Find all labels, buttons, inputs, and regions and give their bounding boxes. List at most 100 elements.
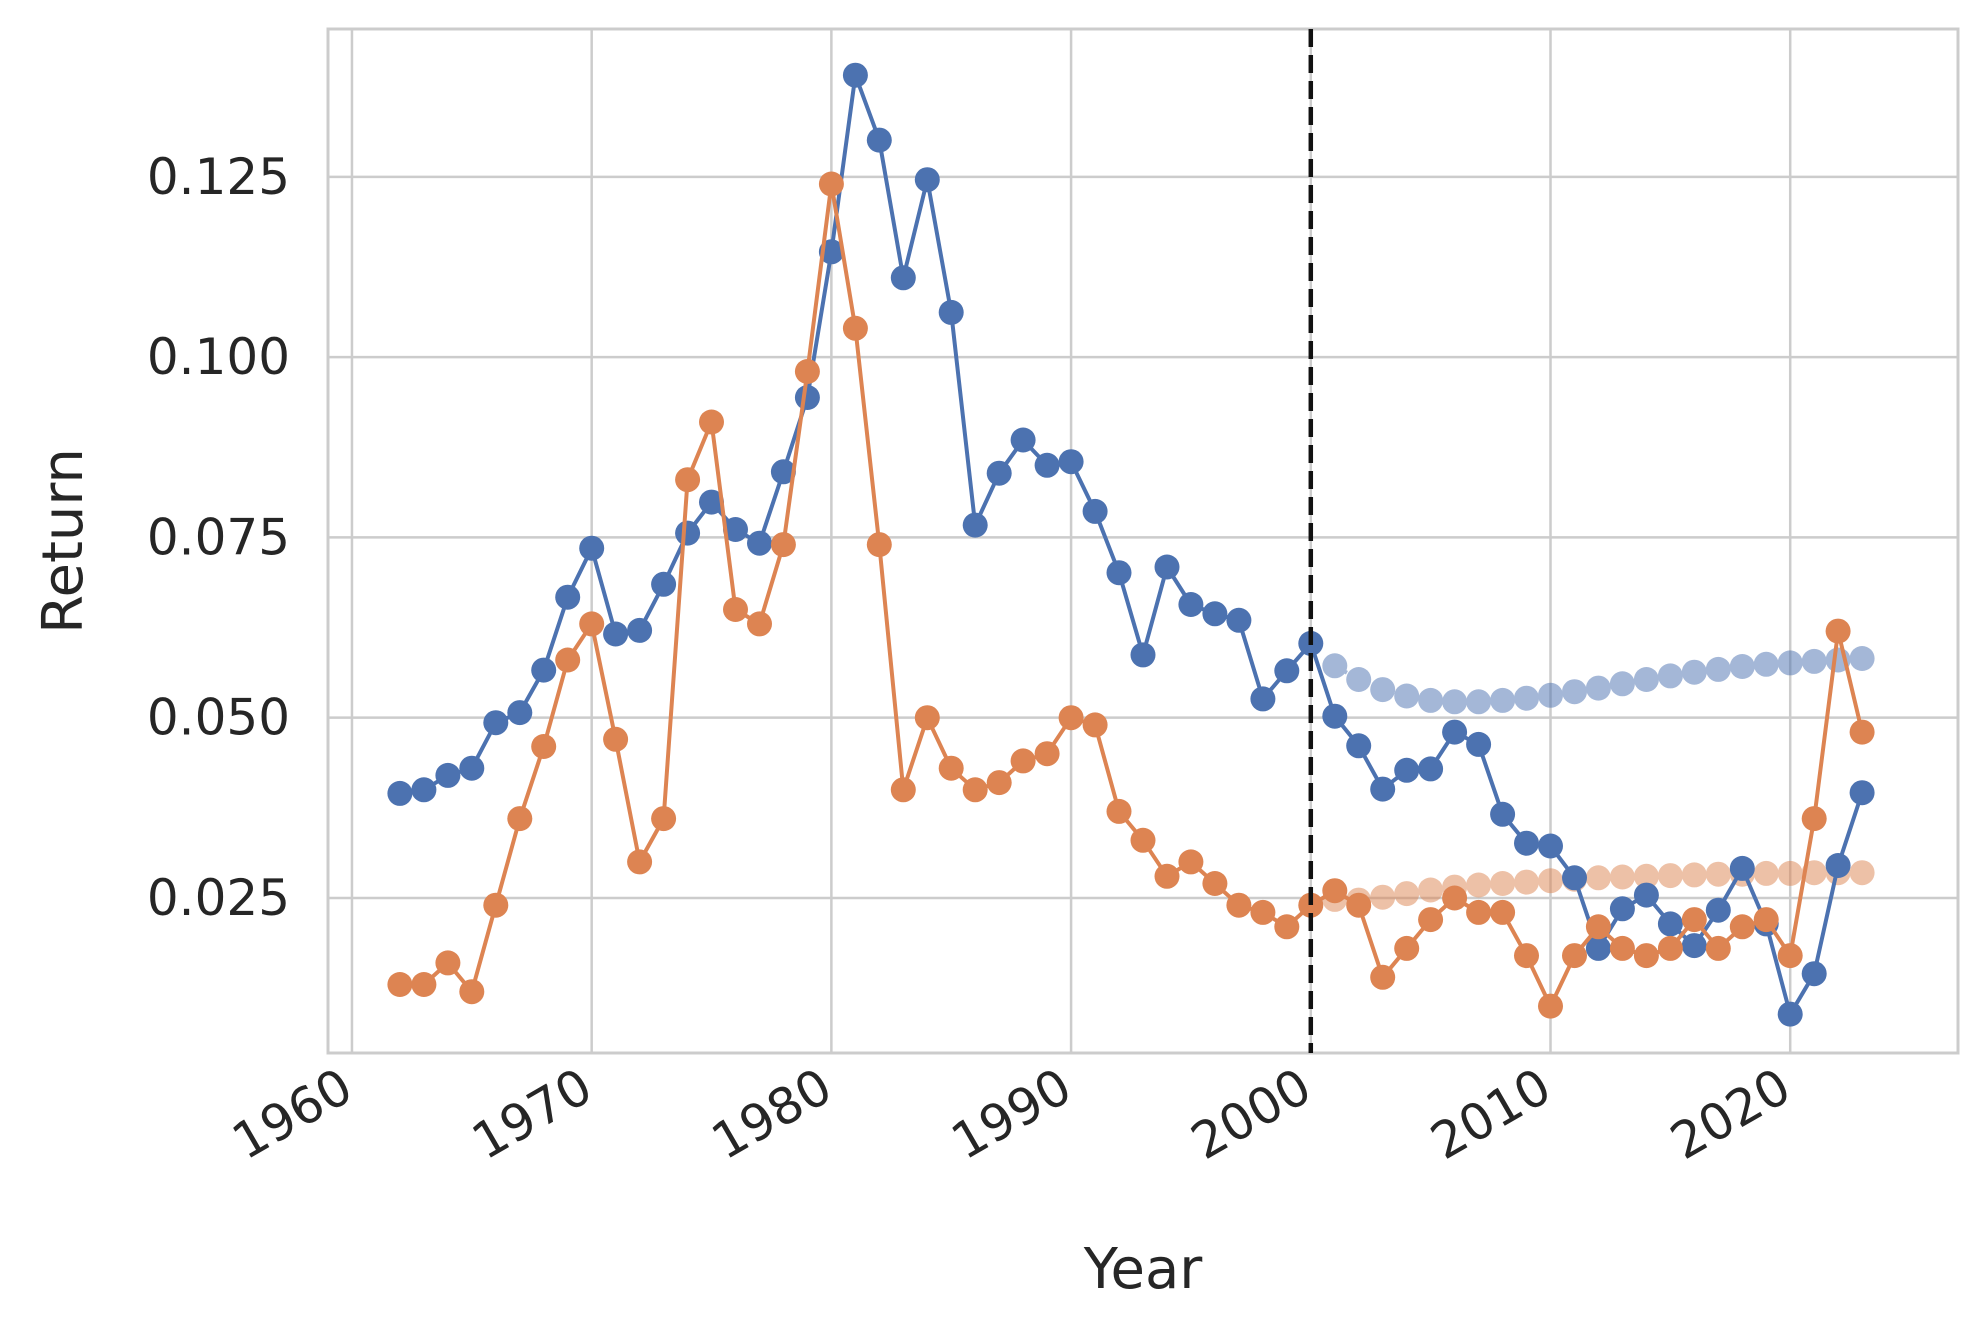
data-point [1777,1001,1803,1027]
data-point [1681,862,1707,888]
data-point [507,700,533,726]
data-point [962,777,988,803]
data-point [1633,667,1659,692]
data-point [1034,741,1060,767]
data-point [986,460,1012,486]
data-point [627,617,653,643]
data-point [1490,871,1516,896]
data-point [962,512,988,538]
data-point [794,385,820,410]
data-point [1250,899,1276,925]
data-point [1849,780,1875,806]
data-point [1130,642,1156,668]
data-point [1657,663,1683,689]
data-point [794,359,820,384]
data-point [387,972,413,997]
data-series [387,62,1875,1027]
data-point [531,734,557,759]
data-point [1538,993,1563,1019]
data-point [1609,896,1635,922]
data-point [1657,911,1683,937]
data-point [1322,878,1348,904]
data-point [1633,882,1659,908]
data-point [1490,687,1516,713]
data-point [411,777,437,803]
data-point [938,299,964,325]
data-point [579,535,605,561]
y-tick-label: 0.050 [147,689,290,747]
data-point [555,584,581,610]
data-point [1058,449,1084,475]
data-point [1657,863,1683,889]
data-point [1681,907,1707,933]
data-point [1418,687,1444,713]
data-point [459,979,485,1005]
data-point [1370,964,1396,990]
data-point [890,777,916,803]
data-point [1418,877,1444,903]
data-point [1394,881,1420,907]
data-point [1346,667,1372,692]
data-point [1681,659,1707,685]
data-point [1394,935,1420,961]
data-point [1585,914,1611,940]
x-axis: 1960 1970 1980 1990 2000 2010 2020 [223,1057,1800,1171]
data-point [699,489,724,515]
data-point [1082,712,1108,738]
projection-series [1322,860,1875,913]
data-point [986,770,1012,796]
data-point [1849,646,1875,671]
data-point [770,459,796,485]
data-point [1777,860,1803,886]
data-point [579,611,605,637]
data-point [1705,897,1731,923]
data-point [842,62,868,88]
data-point [1705,935,1731,961]
data-point [842,315,868,341]
data-point [483,710,509,736]
data-point [1562,865,1587,891]
data-point [914,167,940,193]
data-point [1514,685,1539,711]
data-point [747,611,772,637]
data-point [1442,719,1468,745]
data-point [531,657,557,683]
x-tick-label: 2000 [1182,1057,1321,1171]
data-point [1370,776,1396,802]
data-point [1729,654,1755,679]
data-point [1657,935,1683,961]
data-point [1585,935,1611,961]
data-point [603,621,629,647]
data-point [1753,860,1779,886]
data-point [435,762,461,788]
data-point [1322,703,1348,729]
x-tick-label: 2010 [1421,1057,1560,1171]
data-point [1633,943,1659,969]
data-point [1226,607,1252,633]
x-tick-label: 1980 [702,1057,841,1171]
data-point [1633,863,1659,889]
y-tick-label: 0.025 [147,869,290,927]
data-point [411,972,437,997]
data-point [1466,899,1492,925]
y-axis: 0.025 0.050 0.075 0.100 0.125 [147,148,290,927]
data-point [1178,592,1204,617]
data-point [1514,869,1539,895]
data-point [1154,554,1180,580]
data-point [1370,884,1396,910]
data-point [699,409,724,435]
data-point [1370,677,1396,703]
y-tick-label: 0.125 [147,148,290,206]
data-point [1609,864,1635,890]
data-point [1538,833,1563,859]
x-tick-label: 1960 [223,1057,362,1171]
data-point [1777,650,1803,676]
data-point [1154,863,1180,889]
data-point [603,726,629,752]
data-point [818,171,844,197]
data-point [1466,689,1492,715]
data-point [1490,899,1516,925]
data-point [1178,849,1204,875]
data-point [1753,651,1779,677]
